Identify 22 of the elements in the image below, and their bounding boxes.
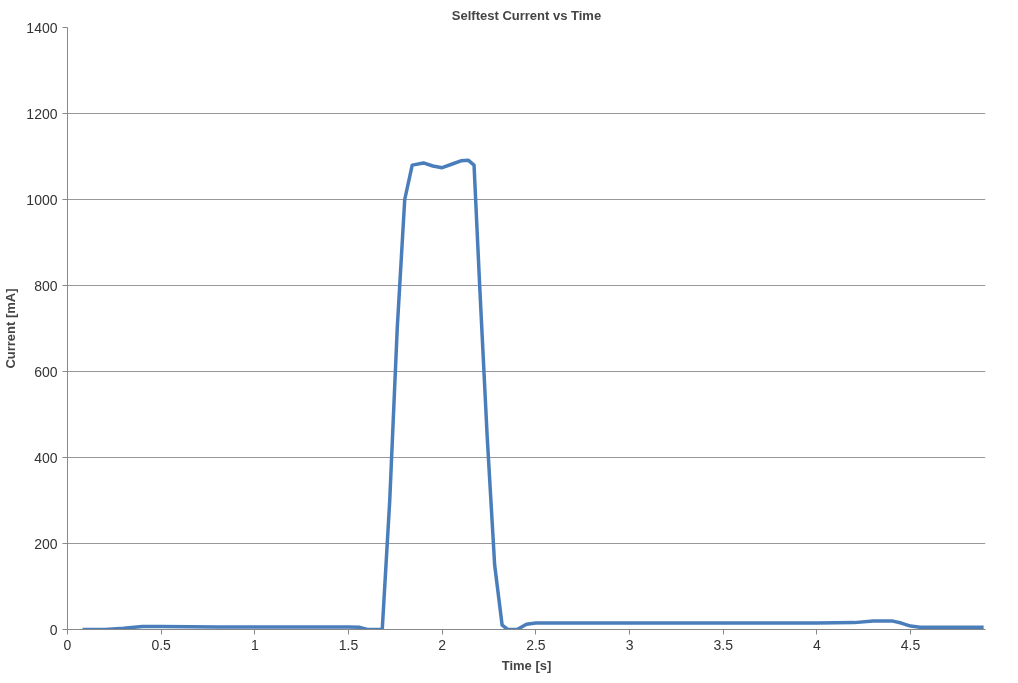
y-tick-label: 1000 <box>26 191 58 208</box>
y-tick-label: 600 <box>34 363 58 380</box>
x-tick-label: 2.5 <box>526 636 546 653</box>
x-axis-title: Time [s] <box>501 657 552 673</box>
x-tick-label: 4.5 <box>900 636 921 653</box>
y-tick-label: 1200 <box>26 105 58 122</box>
y-axis-title: Current [mA] <box>3 288 19 369</box>
y-tick-label: 800 <box>34 277 58 294</box>
x-tick-label: 4 <box>812 636 821 653</box>
x-tick-label: 0 <box>63 636 72 653</box>
x-tick-label: 1 <box>250 636 259 653</box>
y-tick-label: 1400 <box>26 19 58 36</box>
y-tick-label: 200 <box>34 535 58 552</box>
chart-title: Selftest Current vs Time <box>451 7 602 23</box>
y-tick-label: 400 <box>34 449 58 466</box>
x-tick-label: 2 <box>438 636 447 653</box>
x-tick-label: 3 <box>625 636 634 653</box>
x-tick-label: 3.5 <box>713 636 734 653</box>
line-series <box>80 158 986 630</box>
y-tick-label: 0 <box>49 621 58 638</box>
x-tick-label: 0.5 <box>151 636 172 653</box>
x-tick-label: 1.5 <box>338 636 359 653</box>
